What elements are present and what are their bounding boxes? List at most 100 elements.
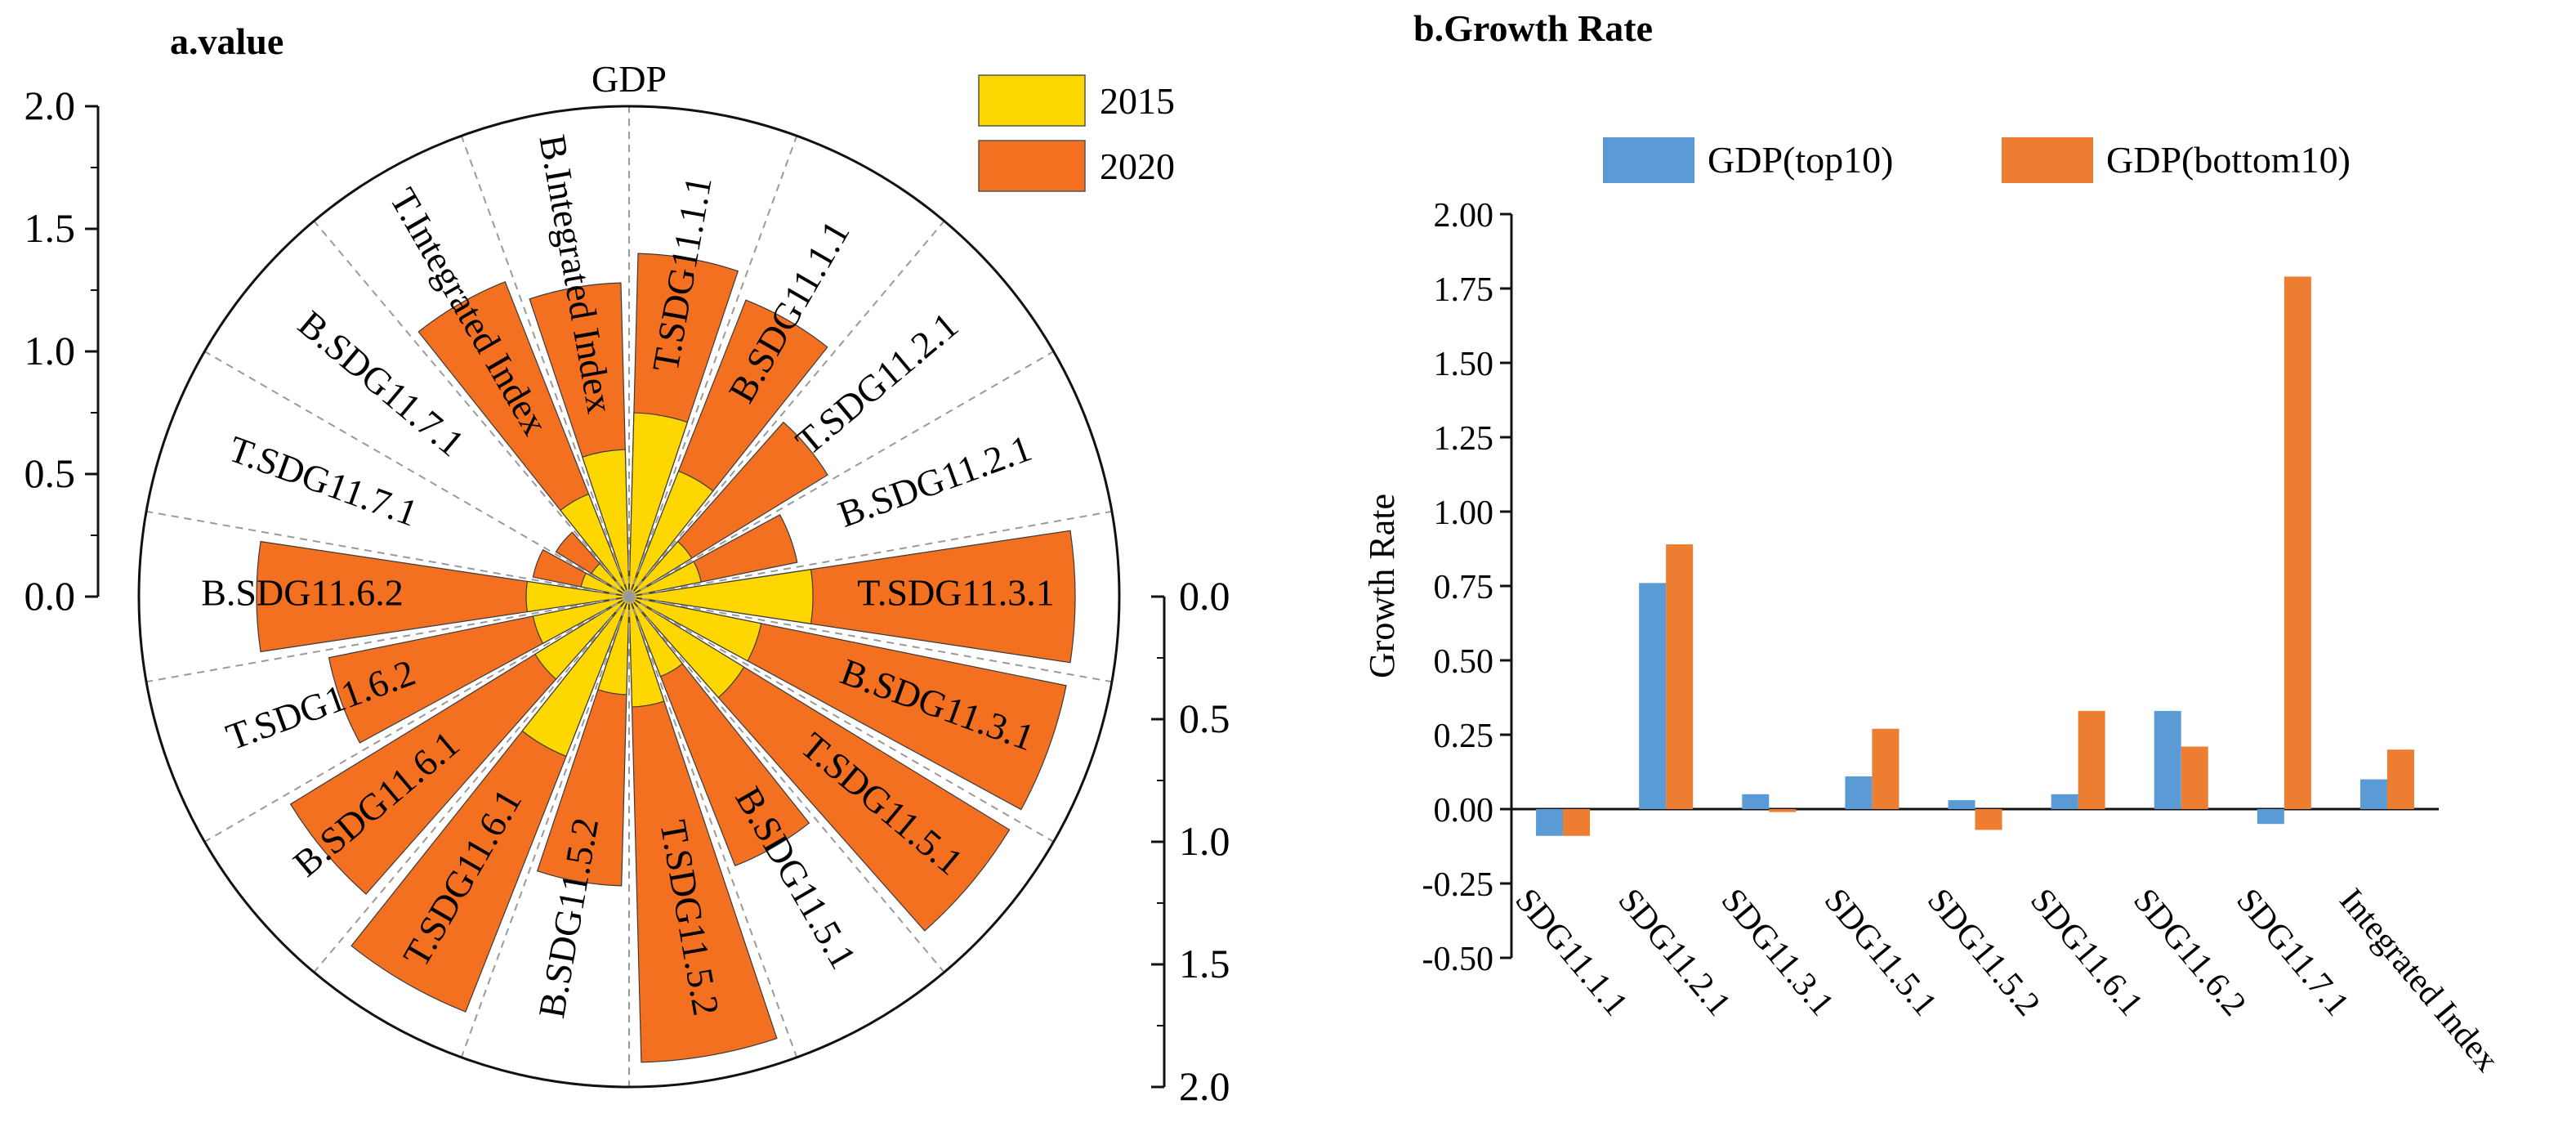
polar-bar-2015-t-integrated-index: [560, 493, 630, 597]
y-tick-label: 0.75: [1434, 569, 1494, 606]
bar-gdp-top10-sdg11-6-2: [2154, 710, 2181, 809]
polar-outer-ring: [137, 105, 1121, 1089]
y-tick-label: 0.25: [1434, 718, 1494, 755]
bar-gdp-bottom10-sdg11-6-2: [2181, 746, 2208, 809]
bar-gdp-bottom10-sdg11-5-2: [1975, 809, 2002, 830]
spoke-label-b-sdg11-6-2: B.SDG11.6.2: [201, 572, 404, 614]
r-tick-label: 0.5: [25, 450, 76, 496]
polar-chart: T.SDG11.1.1 B.SDG11.1.1T.SDG11.2.1B.SDG11…: [25, 58, 1230, 1109]
panel-a-title: a.value: [170, 20, 283, 62]
polar-bar-2015-t-sdg11-5-1: [628, 596, 745, 699]
y-tick-label: -0.25: [1422, 866, 1494, 904]
r-tick-label: 1.0: [25, 328, 76, 373]
bar-gdp-top10-sdg11-3-1: [1742, 794, 1770, 809]
polar-bar-2020-t-sdg11-3-1: [628, 530, 1076, 664]
polar-spoke: [628, 596, 1055, 843]
legend-label-gdp-bottom10: GDP(bottom10): [2106, 139, 2351, 181]
y-tick-label: 0.50: [1434, 643, 1494, 681]
legend-swatch-gdp-bottom10: [2002, 137, 2093, 183]
polar-spoke: [628, 135, 798, 597]
r-tick-label: 0.5: [1179, 695, 1230, 741]
y-axis: 2.00 1.75 1.50 1.25 1.00 0.75 0.50 0.25 0.00 -0.2…: [1422, 197, 2439, 978]
spoke-label-t-sdg11-7-1: T.SDG11.7.1: [224, 427, 423, 534]
y-tick-label: 2.00: [1434, 197, 1494, 235]
r-axis-lower: 0.0 0.5 1.0 1.5 2.0: [1151, 573, 1230, 1109]
spoke-label-b-sdg11-2-1: B.SDG11.2.1: [833, 427, 1037, 535]
legend-label-2015: 2015: [1100, 80, 1175, 122]
polar-spoke: [628, 596, 945, 973]
polar-bar-2015-b-sdg11-3-1: [628, 596, 762, 662]
spoke-label-t-sdg11-3-1: T.SDG11.3.1: [857, 572, 1055, 614]
bars: [1536, 276, 2414, 836]
polar-spoke: [313, 596, 630, 973]
bar-gdp-top10-sdg11-5-2: [1948, 800, 1976, 809]
y-tick-label: 1.25: [1434, 420, 1494, 458]
legend-b: GDP(top10) GDP(bottom10): [1603, 137, 2351, 183]
polar-bar-2020-t-sdg11-5-2: [628, 596, 778, 1063]
polar-bar-2015-t-sdg11-2-1: [628, 540, 693, 597]
polar-spoke: [203, 596, 630, 843]
polar-bar-2015-b-sdg11-1-1: [628, 470, 714, 597]
legend-a: 2015 2020: [978, 74, 1175, 192]
polar-spoke: [145, 596, 630, 683]
r-tick-label: 1.0: [1179, 818, 1230, 864]
polar-bar-2015-b-sdg11-7-1: [591, 562, 630, 597]
bar-gdp-bottom10-sdg11-1-1: [1563, 809, 1591, 836]
r-tick-label: 2.0: [1179, 1063, 1230, 1109]
bar-gdp-top10-sdg11-6-1: [2051, 794, 2078, 809]
polar-bar-2015-t-sdg11-5-2: [628, 596, 665, 708]
polar-spoke: [628, 510, 1113, 597]
legend-swatch-2015: [978, 74, 1086, 127]
spoke-label-t-sdg11-2-1: T.SDG11.2.1: [788, 304, 966, 463]
y-axis-label: Growth Rate: [1362, 494, 1402, 678]
legend-swatch-gdp-top10: [1603, 137, 1694, 183]
polar-bar-2015-b-sdg11-2-1: [628, 561, 702, 597]
bar-gdp-top10-sdg11-7-1: [2257, 809, 2284, 825]
bar-gdp-top10-integrated-index: [2359, 779, 2387, 809]
r-tick-label: 2.0: [25, 83, 76, 128]
bar-gdp-top10-sdg11-2-1: [1639, 583, 1667, 809]
r-tick-label: 1.5: [1179, 941, 1230, 986]
polar-spoke: [628, 220, 945, 597]
r-tick-label: 0.0: [1179, 573, 1230, 619]
x-tick-label-integrated-index: Integrated Index: [2332, 882, 2506, 1079]
bar-chart: GDP(top10) GDP(bottom10) 2.00 1.75 1.50 1.25…: [1362, 137, 2506, 1079]
polar-bar-2015-b-sdg11-6-1: [534, 596, 630, 680]
polar-spoke: [145, 510, 630, 597]
series-2015: [521, 412, 814, 758]
polar-spoke: [628, 596, 1113, 683]
bar-gdp-bottom10-sdg11-6-1: [2078, 710, 2105, 809]
spoke-label-b-sdg11-5-2: B.SDG11.5.2: [530, 815, 606, 1022]
polar-bar-2015-t-sdg11-7-1: [580, 572, 630, 597]
r-tick-label: 0.0: [25, 573, 76, 619]
polar-grid: [137, 105, 1121, 1089]
polar-spoke: [460, 135, 630, 597]
polar-bar-2015-t-sdg11-6-2: [532, 596, 630, 645]
polar-spoke: [628, 596, 798, 1058]
bar-gdp-top10-sdg11-5-1: [1845, 776, 1873, 809]
polar-bar-2015-t-sdg11-1-1: [628, 412, 689, 597]
center-label: GDP: [592, 58, 667, 100]
spoke-label-b-integrated-index: B.Integrated Index: [531, 132, 621, 416]
bar-gdp-bottom10-sdg11-7-1: [2284, 276, 2311, 809]
y-tick-label: -0.50: [1422, 941, 1494, 978]
r-axis-upper: 0.0 0.5 1.0 1.5 2.0: [25, 83, 100, 619]
polar-bar-2015-b-sdg11-5-1: [628, 596, 684, 678]
bar-gdp-bottom10-integrated-index: [2386, 749, 2414, 809]
bar-gdp-top10-sdg11-1-1: [1536, 809, 1564, 836]
bar-gdp-bottom10-sdg11-2-1: [1666, 544, 1694, 809]
polar-bar-2015-b-integrated-index: [582, 449, 630, 597]
bar-gdp-bottom10-sdg11-3-1: [1769, 809, 1797, 812]
r-tick-label: 1.5: [25, 205, 76, 251]
polar-spoke: [460, 596, 630, 1058]
polar-spoke: [313, 220, 630, 597]
polar-bar-2015-t-sdg11-6-1: [521, 596, 630, 758]
polar-spoke: [203, 351, 630, 597]
y-tick-label: 1.75: [1434, 271, 1494, 309]
legend-label-2020: 2020: [1100, 145, 1175, 187]
polar-bar-2015-b-sdg11-6-2: [525, 580, 630, 613]
legend-label-gdp-top10: GDP(top10): [1708, 139, 1893, 181]
polar-bar-2015-t-sdg11-3-1: [628, 569, 814, 624]
y-tick-label: 0.00: [1434, 792, 1494, 830]
